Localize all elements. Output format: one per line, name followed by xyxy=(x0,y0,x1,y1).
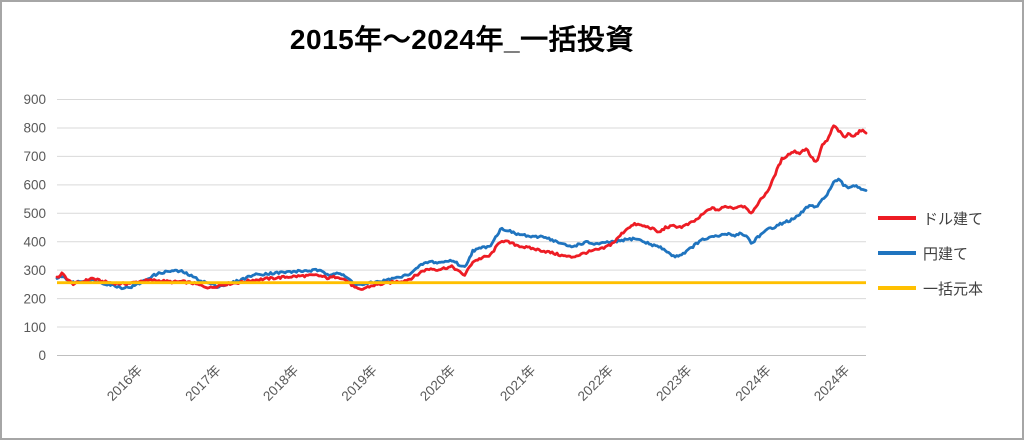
x-axis-tick-label: 2017年 xyxy=(182,363,223,404)
y-axis-tick-label: 600 xyxy=(23,178,46,193)
y-axis-tick-label: 300 xyxy=(23,263,46,278)
y-axis-tick-label: 900 xyxy=(23,92,46,107)
y-axis-tick-label: 400 xyxy=(23,234,46,249)
legend-swatch-dollar xyxy=(878,216,916,220)
chart-legend: ドル建て円建て一括元本 xyxy=(878,208,983,298)
legend-item-yen: 円建て xyxy=(878,243,983,263)
x-axis-tick-label: 2021年 xyxy=(497,363,538,404)
chart-title: 2015年〜2024年_一括投資 xyxy=(289,24,635,55)
legend-label-yen: 円建て xyxy=(923,245,969,263)
y-axis-tick-label: 500 xyxy=(23,206,46,221)
x-axis-tick-label: 2020年 xyxy=(417,363,458,404)
x-axis-tick-label: 2024年 xyxy=(811,363,852,404)
y-axis-tick-label: 200 xyxy=(23,291,46,306)
x-axis-tick-label: 2022年 xyxy=(575,363,616,404)
y-axis-tick-label: 0 xyxy=(38,348,46,363)
x-axis-tick-label: 2016年 xyxy=(104,363,145,404)
x-axis-tick-label: 2024年 xyxy=(733,363,774,404)
y-axis-tick-label: 100 xyxy=(23,320,46,335)
legend-swatch-principal xyxy=(878,286,916,290)
y-axis-tick-label: 700 xyxy=(23,149,46,164)
legend-label-principal: 一括元本 xyxy=(923,280,984,298)
x-axis-tick-label: 2023年 xyxy=(653,363,694,404)
series-line-yen xyxy=(55,177,868,291)
x-axis-tick-label: 2019年 xyxy=(339,363,380,404)
y-axis-tick-label: 800 xyxy=(23,121,46,136)
x-axis-tick-label: 2018年 xyxy=(260,363,301,404)
legend-swatch-yen xyxy=(878,251,916,255)
legend-item-dollar: ドル建て xyxy=(878,208,983,228)
legend-item-principal: 一括元本 xyxy=(878,278,983,298)
legend-label-dollar: ドル建て xyxy=(923,210,984,228)
